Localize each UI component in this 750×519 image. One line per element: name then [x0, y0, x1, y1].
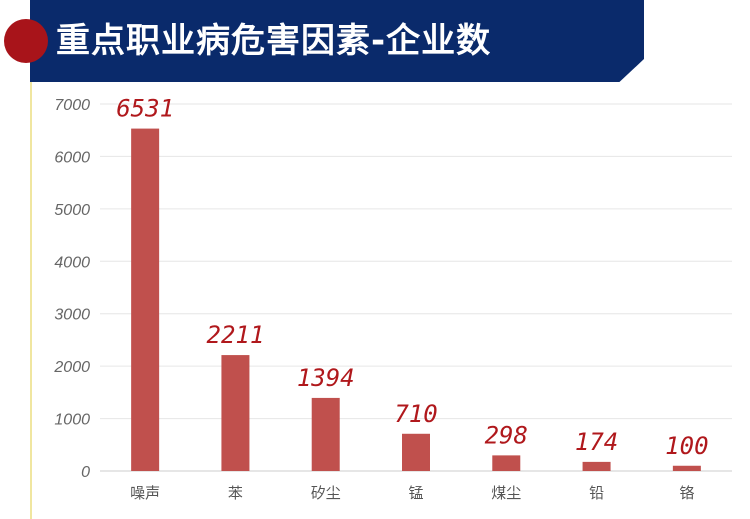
data-labels: 6531 2211 1394 710 298 174 100 — [116, 95, 708, 460]
title-banner — [30, 0, 644, 82]
y-tick-label: 5000 — [54, 202, 90, 219]
left-accent-rule — [30, 82, 32, 519]
y-tick-label: 0 — [81, 464, 90, 481]
y-tick-label: 4000 — [54, 254, 90, 271]
y-tick-label: 1000 — [54, 412, 90, 429]
y-tick-label: 2000 — [53, 359, 90, 376]
x-tick-label: 噪声 — [130, 484, 160, 502]
data-label: 6531 — [116, 95, 174, 123]
data-label: 2211 — [207, 321, 265, 349]
chart-title: 重点职业病危害因素-企业数 — [56, 21, 492, 61]
bar — [131, 128, 160, 472]
x-tick-label: 苯 — [228, 484, 243, 502]
data-label: 100 — [665, 432, 708, 460]
bar — [672, 465, 701, 471]
title-bullet-icon — [4, 19, 48, 63]
y-tick-label: 7000 — [54, 97, 90, 114]
bar — [221, 355, 250, 471]
y-axis-ticks: 0 1000 2000 3000 4000 5000 6000 7000 — [53, 97, 90, 481]
x-tick-label: 铬 — [679, 484, 694, 502]
data-label: 298 — [485, 421, 528, 449]
data-label: 174 — [575, 428, 618, 456]
y-tick-label: 3000 — [54, 307, 90, 324]
x-axis-categories: 噪声 苯 矽尘 锰 煤尘 铅 铬 — [130, 484, 694, 502]
data-label: 1394 — [297, 364, 355, 392]
bar — [582, 461, 611, 471]
bar — [311, 397, 340, 471]
bar — [492, 455, 521, 471]
bars — [131, 128, 701, 472]
x-tick-label: 铅 — [589, 484, 604, 502]
x-tick-label: 锰 — [408, 484, 423, 502]
data-label: 710 — [394, 400, 437, 428]
y-tick-label: 6000 — [54, 149, 90, 166]
x-tick-label: 矽尘 — [311, 484, 341, 502]
x-tick-label: 煤尘 — [491, 484, 521, 502]
bar — [402, 433, 430, 471]
